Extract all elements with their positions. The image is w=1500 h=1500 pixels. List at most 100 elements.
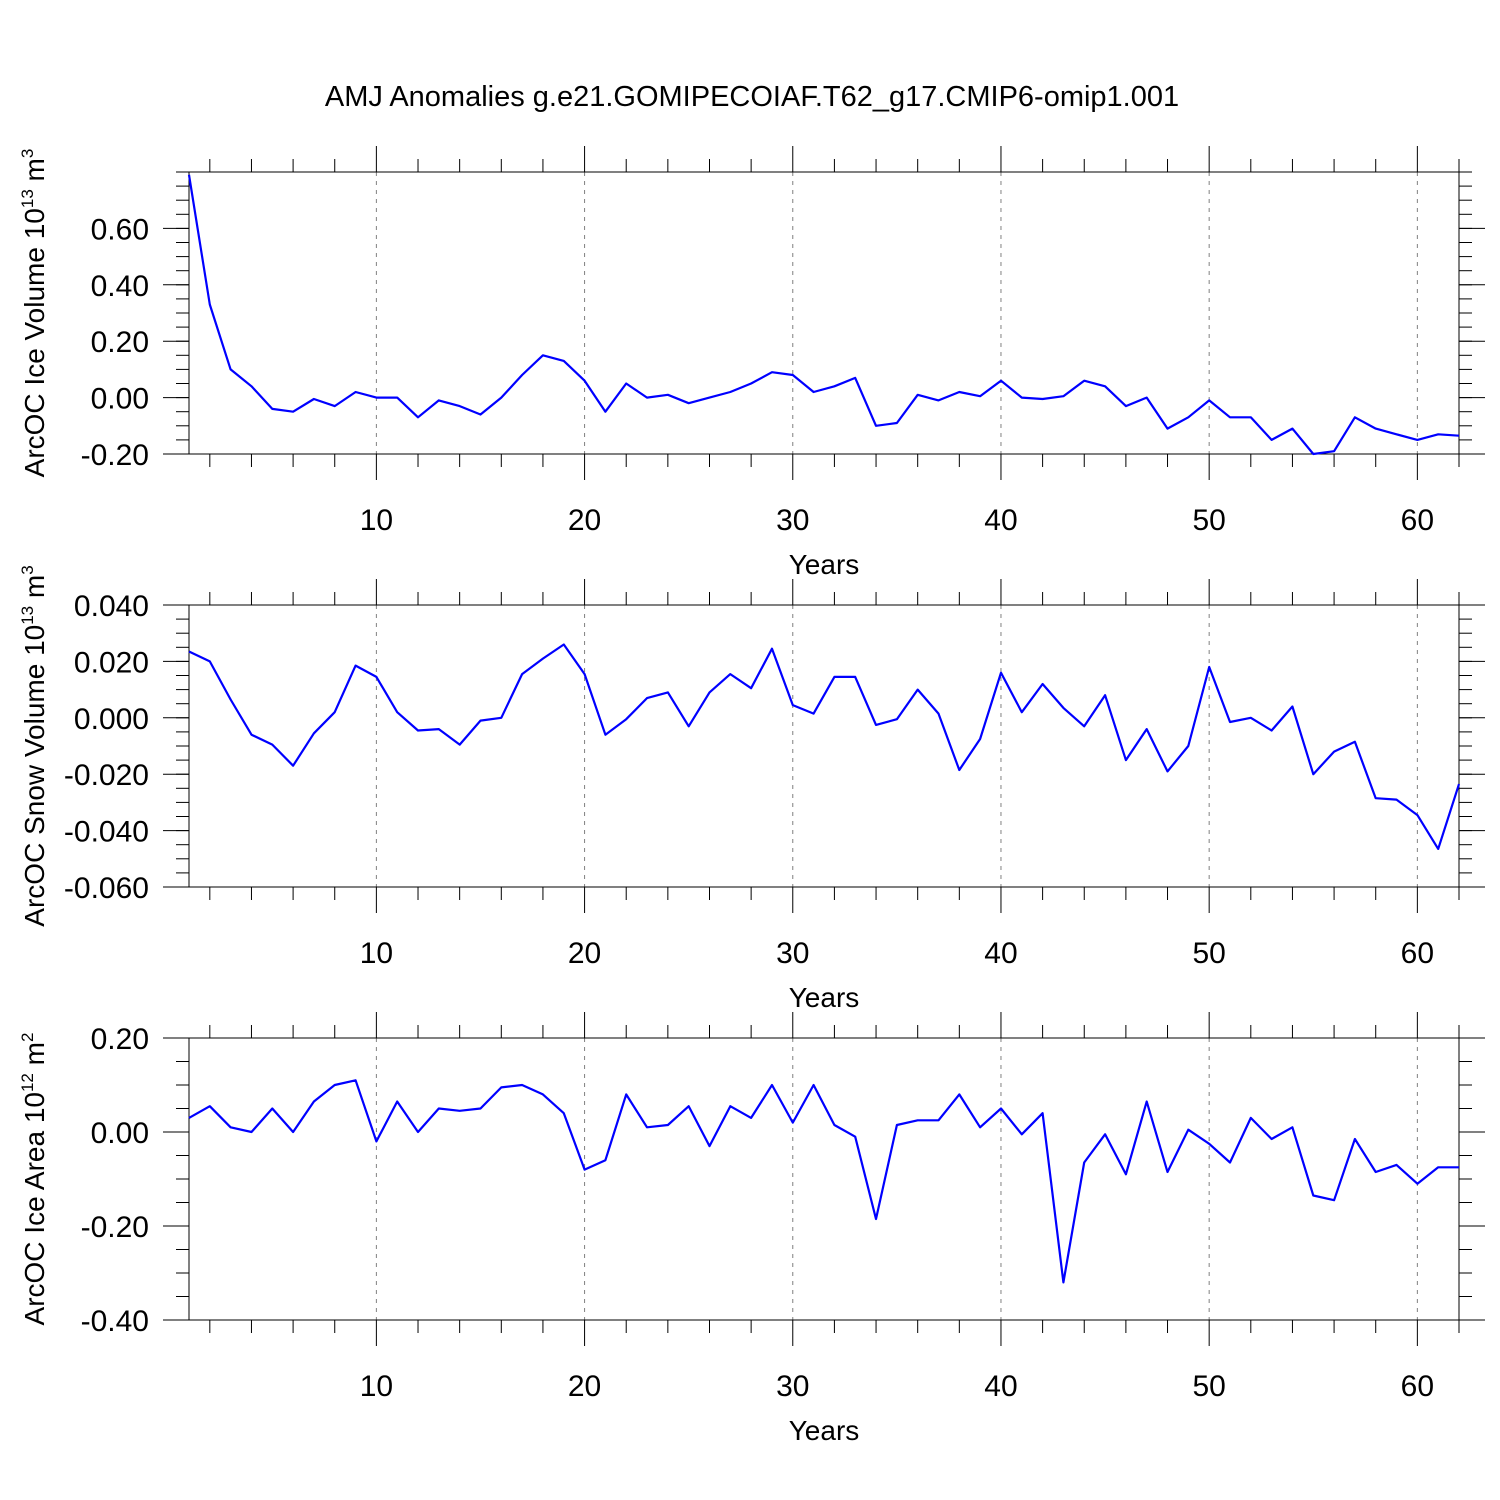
- data-point: [749, 686, 754, 691]
- data-point: [311, 1099, 316, 1104]
- data-point: [395, 1099, 400, 1104]
- data-point: [832, 674, 837, 679]
- data-point: [1373, 1170, 1378, 1175]
- x-tick-label: 20: [568, 937, 601, 970]
- data-point: [1165, 769, 1170, 774]
- data-point: [374, 395, 379, 400]
- data-point: [1415, 437, 1420, 442]
- data-point: [603, 1158, 608, 1163]
- y-axis-label: ArcOC Ice Volume 1013 m3: [18, 149, 50, 478]
- data-point: [436, 398, 441, 403]
- data-point: [457, 404, 462, 409]
- data-point: [1061, 1280, 1066, 1285]
- data-point: [1019, 1132, 1024, 1137]
- x-axis-label: Years: [789, 549, 860, 580]
- data-point: [249, 1130, 254, 1135]
- data-point: [457, 1108, 462, 1113]
- data-point: [187, 649, 192, 654]
- data-point: [1248, 415, 1253, 420]
- data-point: [478, 412, 483, 417]
- data-point: [270, 742, 275, 747]
- x-tick-label: 60: [1401, 1370, 1434, 1403]
- data-point: [957, 768, 962, 773]
- data-point: [978, 1125, 983, 1130]
- data-point: [1061, 705, 1066, 710]
- data-point: [1123, 404, 1128, 409]
- data-point: [1228, 415, 1233, 420]
- data-point: [332, 710, 337, 715]
- data-point: [520, 1083, 525, 1088]
- data-point: [1228, 720, 1233, 725]
- data-point: [207, 659, 212, 664]
- data-point: [436, 1106, 441, 1111]
- data-point: [978, 394, 983, 399]
- data-point: [811, 390, 816, 395]
- data-point: [1457, 433, 1462, 438]
- data-point: [728, 1104, 733, 1109]
- data-point: [603, 409, 608, 414]
- data-point: [811, 1083, 816, 1088]
- data-point: [395, 710, 400, 715]
- data-point: [645, 696, 650, 701]
- data-point: [187, 172, 192, 177]
- x-tick-label: 20: [568, 504, 601, 537]
- data-point: [1415, 813, 1420, 818]
- data-point: [665, 690, 670, 695]
- data-point: [291, 1130, 296, 1135]
- data-point: [999, 378, 1004, 383]
- data-point: [1082, 724, 1087, 729]
- data-point: [1394, 797, 1399, 802]
- data-point: [207, 302, 212, 307]
- data-point: [1082, 378, 1087, 383]
- data-point: [187, 1115, 192, 1120]
- data-point: [936, 398, 941, 403]
- data-point: [707, 395, 712, 400]
- data-point: [999, 670, 1004, 675]
- data-point: [353, 390, 358, 395]
- data-point: [1144, 727, 1149, 732]
- data-point: [874, 423, 879, 428]
- data-point: [665, 1123, 670, 1128]
- data-point: [790, 373, 795, 378]
- data-point: [520, 373, 525, 378]
- x-tick-label: 50: [1192, 937, 1225, 970]
- data-point: [1269, 728, 1274, 733]
- data-point: [1415, 1181, 1420, 1186]
- data-point: [874, 722, 879, 727]
- y-tick-label: 0.40: [91, 270, 149, 303]
- data-point: [686, 724, 691, 729]
- plot-frame: [188, 171, 1460, 455]
- data-point: [978, 737, 983, 742]
- x-tick-label: 60: [1401, 937, 1434, 970]
- data-point: [728, 390, 733, 395]
- x-tick-label: 10: [360, 1370, 393, 1403]
- data-point: [1103, 693, 1108, 698]
- y-axis-label: ArcOC Snow Volume 1013 m3: [18, 565, 50, 926]
- data-point: [228, 1125, 233, 1130]
- data-point: [915, 1118, 920, 1123]
- data-point: [311, 397, 316, 402]
- data-point: [1144, 395, 1149, 400]
- data-point: [1248, 715, 1253, 720]
- data-point: [582, 1167, 587, 1172]
- data-point: [1061, 394, 1066, 399]
- x-tick-label: 10: [360, 937, 393, 970]
- data-point: [1290, 704, 1295, 709]
- data-point: [249, 384, 254, 389]
- data-point: [1436, 846, 1441, 851]
- data-point: [645, 395, 650, 400]
- data-point: [1144, 1099, 1149, 1104]
- data-point: [540, 353, 545, 358]
- data-point: [1269, 1137, 1274, 1142]
- data-point: [749, 1115, 754, 1120]
- data-point: [1082, 1160, 1087, 1165]
- data-point: [561, 1111, 566, 1116]
- y-tick-label: -0.060: [64, 872, 149, 905]
- data-point: [540, 656, 545, 661]
- data-point: [728, 672, 733, 677]
- data-point: [353, 663, 358, 668]
- data-point: [311, 731, 316, 736]
- data-point: [478, 1106, 483, 1111]
- x-tick-label: 50: [1192, 1370, 1225, 1403]
